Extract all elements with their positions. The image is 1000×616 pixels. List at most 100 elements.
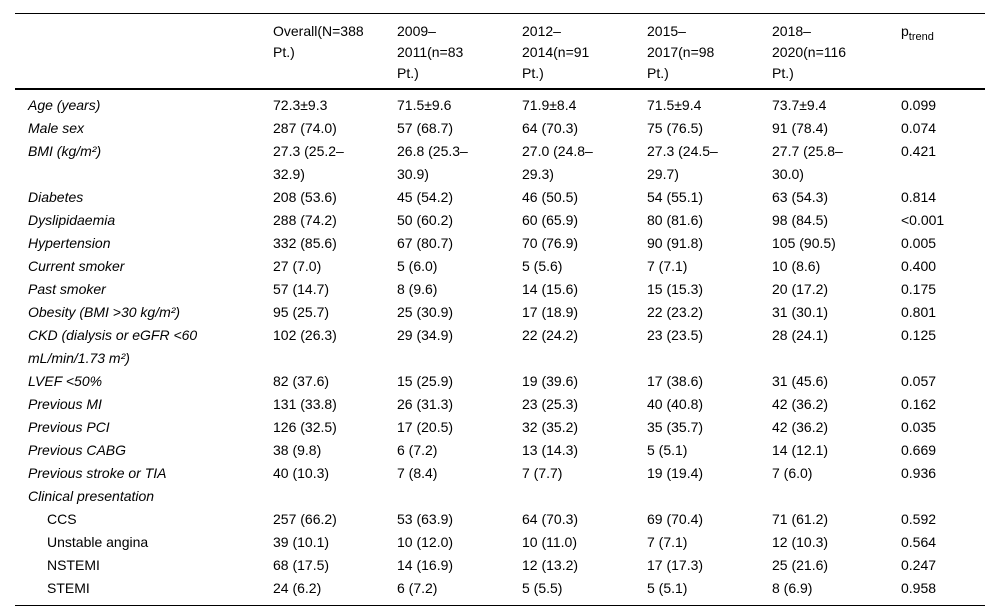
cell-value bbox=[522, 485, 647, 508]
table-row: Current smoker 27 (7.0) 5 (6.0) 5 (5.6) 7 (7… bbox=[15, 255, 985, 278]
table-row: Past smoker 57 (14.7) 8 (9.6) 14 (15.6) 15 (… bbox=[15, 278, 985, 301]
cell-value: 13 (14.3) bbox=[522, 442, 579, 458]
cell-value: 60 (65.9) bbox=[522, 212, 579, 228]
cell-value: 288 (74.2) bbox=[273, 212, 337, 228]
column-header-ptrend: ptrend bbox=[901, 14, 985, 90]
cell-value: 64 (70.3) bbox=[522, 511, 579, 527]
cell-value: 17 (20.5) bbox=[397, 419, 454, 435]
cell-value: 68 (17.5) bbox=[273, 557, 330, 573]
cell-p-value: 0.801 bbox=[901, 304, 937, 320]
cell-value: 22 (23.2) bbox=[647, 304, 704, 320]
header-row: Overall(N=388 Pt.) 2009– 2011(n=83 Pt.) … bbox=[15, 14, 985, 90]
column-header-2009-2011: 2009– 2011(n=83 Pt.) bbox=[397, 23, 464, 81]
cell-p-value: 0.564 bbox=[901, 534, 937, 550]
cell-value: 105 (90.5) bbox=[772, 235, 836, 251]
cell-value: 98 (84.5) bbox=[772, 212, 829, 228]
cell-value: 6 (7.2) bbox=[397, 442, 438, 458]
cell-value: 24 (6.2) bbox=[273, 580, 322, 596]
table-header: Overall(N=388 Pt.) 2009– 2011(n=83 Pt.) … bbox=[15, 14, 985, 90]
cell-value: 40 (40.8) bbox=[647, 396, 704, 412]
cell-value: 12 (13.2) bbox=[522, 557, 579, 573]
column-header-2018-2020: 2018– 2020(n=116 Pt.) bbox=[772, 23, 847, 81]
cell-p-value: 0.125 bbox=[901, 327, 937, 343]
table-row: Dyslipidaemia 288 (74.2) 50 (60.2) 60 (65.9… bbox=[15, 209, 985, 232]
table-row: Previous PCI 126 (32.5) 17 (20.5) 32 (35.2)… bbox=[15, 416, 985, 439]
cell-value bbox=[772, 485, 901, 508]
cell-p-value: 0.099 bbox=[901, 97, 937, 113]
row-label: BMI (kg/m²) bbox=[28, 143, 102, 159]
cell-p-value: 0.035 bbox=[901, 419, 937, 435]
cell-value: 23 (25.3) bbox=[522, 396, 579, 412]
cell-p-value bbox=[901, 485, 985, 508]
cell-value: 57 (14.7) bbox=[273, 281, 330, 297]
p-subscript: trend bbox=[908, 30, 934, 43]
column-header-2015-2017: 2015– 2017(n=98 Pt.) bbox=[647, 23, 715, 81]
row-label: Dyslipidaemia bbox=[28, 212, 116, 228]
cell-value: 72.3±9.3 bbox=[273, 97, 328, 113]
cell-value: 12 (10.3) bbox=[772, 534, 829, 550]
cell-value: 27 (7.0) bbox=[273, 258, 322, 274]
row-label: Clinical presentation bbox=[28, 488, 155, 504]
table-row: LVEF <50% 82 (37.6) 15 (25.9) 19 (39.6) 17 (… bbox=[15, 370, 985, 393]
cell-p-value: 0.247 bbox=[901, 557, 937, 573]
characteristics-table-wrap: Overall(N=388 Pt.) 2009– 2011(n=83 Pt.) … bbox=[15, 13, 985, 606]
cell-value: 23 (23.5) bbox=[647, 327, 704, 343]
column-header-overall: Overall(N=388 Pt.) bbox=[273, 23, 364, 60]
cell-value: 32 (35.2) bbox=[522, 419, 579, 435]
cell-value: 208 (53.6) bbox=[273, 189, 337, 205]
column-header-empty bbox=[15, 14, 273, 90]
cell-value: 71.9±8.4 bbox=[522, 97, 577, 113]
cell-value: 64 (70.3) bbox=[522, 120, 579, 136]
cell-value: 287 (74.0) bbox=[273, 120, 337, 136]
cell-value: 27.7 (25.8– 30.0) bbox=[772, 143, 843, 182]
cell-value: 19 (19.4) bbox=[647, 465, 704, 481]
cell-value: 14 (12.1) bbox=[772, 442, 829, 458]
row-label: LVEF <50% bbox=[28, 373, 103, 389]
cell-value: 54 (55.1) bbox=[647, 189, 704, 205]
row-label: Hypertension bbox=[28, 235, 111, 251]
cell-p-value: 0.814 bbox=[901, 189, 937, 205]
cell-value: 7 (7.1) bbox=[647, 258, 688, 274]
row-label: Previous MI bbox=[28, 396, 102, 412]
cell-value: 14 (15.6) bbox=[522, 281, 579, 297]
cell-value: 5 (5.1) bbox=[647, 580, 688, 596]
cell-value: 19 (39.6) bbox=[522, 373, 579, 389]
cell-value: 7 (7.1) bbox=[647, 534, 688, 550]
cell-p-value: 0.936 bbox=[901, 465, 937, 481]
cell-value: 28 (24.1) bbox=[772, 327, 829, 343]
row-label: NSTEMI bbox=[47, 557, 100, 573]
cell-value: 46 (50.5) bbox=[522, 189, 579, 205]
cell-value: 15 (25.9) bbox=[397, 373, 454, 389]
cell-value: 8 (6.9) bbox=[772, 580, 813, 596]
cell-value: 22 (24.2) bbox=[522, 327, 579, 343]
cell-value: 131 (33.8) bbox=[273, 396, 337, 412]
cell-value: 17 (17.3) bbox=[647, 557, 704, 573]
cell-p-value: 0.958 bbox=[901, 580, 937, 596]
cell-value: 126 (32.5) bbox=[273, 419, 337, 435]
row-label: STEMI bbox=[47, 580, 90, 596]
cell-value bbox=[647, 485, 772, 508]
cell-value: 71.5±9.4 bbox=[647, 97, 702, 113]
cell-value: 102 (26.3) bbox=[273, 327, 337, 343]
cell-value: 25 (21.6) bbox=[772, 557, 829, 573]
cell-value: 17 (18.9) bbox=[522, 304, 579, 320]
cell-value: 69 (70.4) bbox=[647, 511, 704, 527]
table-row: Clinical presentation bbox=[15, 485, 985, 508]
cell-value: 7 (6.0) bbox=[772, 465, 813, 481]
cell-value: 6 (7.2) bbox=[397, 580, 438, 596]
cell-value: 26 (31.3) bbox=[397, 396, 454, 412]
cell-value: 10 (12.0) bbox=[397, 534, 454, 550]
table-row: Obesity (BMI >30 kg/m²) 95 (25.7) 25 (30.9… bbox=[15, 301, 985, 324]
cell-value: 5 (6.0) bbox=[397, 258, 438, 274]
cell-value: 10 (8.6) bbox=[772, 258, 821, 274]
cell-p-value: 0.175 bbox=[901, 281, 937, 297]
column-header-2012-2014: 2012– 2014(n=91 Pt.) bbox=[522, 23, 590, 81]
cell-value: 38 (9.8) bbox=[273, 442, 322, 458]
table-row: CCS 257 (66.2) 53 (63.9) 64 (70.3) 69 (70.4)… bbox=[15, 508, 985, 531]
cell-value: 50 (60.2) bbox=[397, 212, 454, 228]
cell-p-value: 0.162 bbox=[901, 396, 937, 412]
cell-value: 80 (81.6) bbox=[647, 212, 704, 228]
cell-p-value: 0.057 bbox=[901, 373, 937, 389]
cell-p-value: 0.400 bbox=[901, 258, 937, 274]
row-label: Past smoker bbox=[28, 281, 106, 297]
